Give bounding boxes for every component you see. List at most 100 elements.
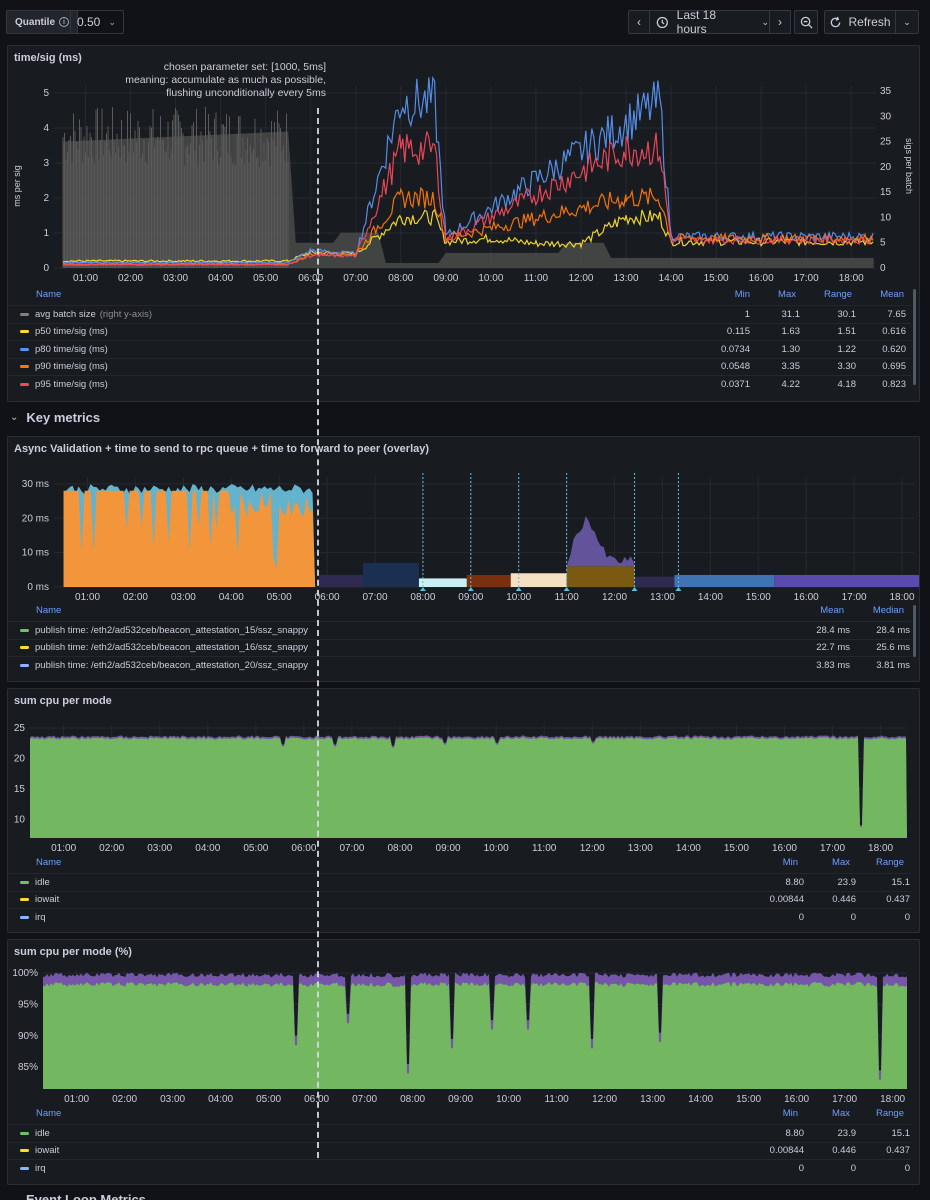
x-tick-label: 18:00 [880,1094,905,1105]
legend-header-min[interactable]: Min [734,289,750,300]
y-tick-label: 20 [14,754,26,765]
series-name[interactable]: avg batch size [35,308,96,320]
series-name[interactable]: irq [35,911,46,923]
legend-row[interactable]: p90 time/sig (ms) 0.0548 3.35 3.30 0.695 [8,357,911,375]
refresh-icon [831,16,841,27]
time-per-sig-chart: 01:00 02:00 03:00 04:00 05:00 06:00 07:00 08:00… [12,61,914,284]
legend-header-name[interactable]: Name [36,857,62,868]
legend-row[interactable]: p80 time/sig (ms) 0.0734 1.30 1.22 0.620 [8,340,911,357]
series-name[interactable]: p80 time/sig (ms) [35,343,108,355]
y-tick-label: 30 ms [22,479,49,490]
series-color-swatch[interactable] [20,646,29,649]
series-name[interactable]: p95 time/sig (ms) [35,378,108,390]
x-tick-label: 01:00 [51,843,76,854]
legend-value-median: 25.6 ms [876,642,910,653]
legend-scrollbar[interactable] [913,289,916,385]
legend-value-mean: 22.7 ms [816,642,850,653]
legend-header-max[interactable]: Max [778,289,796,300]
event-loop-metrics-row-header[interactable]: Event Loop Metrics [26,1192,146,1200]
series-name[interactable]: idle [35,876,50,888]
legend-row[interactable]: irq 0 0 0 [8,1159,911,1176]
refresh-button[interactable]: Refresh [824,10,896,34]
legend-header-mean[interactable]: Mean [820,605,844,616]
series-name[interactable]: publish time: /eth2/ad532ceb/beacon_atte… [35,659,309,671]
x-tick-label: 09:00 [436,843,461,854]
legend-header-median[interactable]: Median [872,605,904,616]
section-title: Key metrics [26,410,101,425]
series-color-swatch[interactable] [20,312,29,316]
series-name[interactable]: p50 time/sig (ms) [35,326,108,337]
legend-row[interactable]: publish time: /eth2/ad532ceb/beacon_atte… [8,656,911,673]
series-color-swatch[interactable] [20,628,29,632]
series-color-swatch[interactable] [20,330,29,333]
key-metrics-row-header[interactable]: ⌄ Key metrics [10,410,100,425]
legend-row[interactable]: iowait 0.00844 0.446 0.437 [8,890,911,908]
legend-header-name[interactable]: Name [36,289,62,300]
legend-value-mean: 0.620 [882,343,906,355]
series-color-swatch[interactable] [20,347,29,351]
legend-row[interactable]: idle 8.80 23.9 15.1 [8,873,911,890]
series-name[interactable]: iowait [35,894,60,905]
annotation-marker-triangle [515,587,522,591]
legend-header-min[interactable]: Min [782,857,798,868]
legend-row[interactable]: avg batch size (right y-axis) 1 31.1 30.1 7.… [8,305,911,322]
legend-header-name[interactable]: Name [36,605,62,616]
legend-row[interactable]: publish time: /eth2/ad532ceb/beacon_atte… [8,621,911,638]
x-tick-label: 04:00 [208,273,233,284]
series-name[interactable]: irq [35,1162,46,1174]
series-block-6 [634,576,675,587]
x-tick-label: 08:00 [388,273,413,284]
legend-header-max[interactable]: Max [832,857,850,868]
series-color-swatch[interactable] [20,1131,29,1135]
legend-header-mean[interactable]: Mean [880,289,904,300]
info-icon[interactable]: i [59,17,70,27]
series-color-swatch[interactable] [20,663,29,667]
series-name[interactable]: publish time: /eth2/ad532ceb/beacon_atte… [35,624,309,636]
series-color-swatch[interactable] [20,365,29,368]
legend-scrollbar[interactable] [913,605,916,657]
sum-cpu-percent-chart: 01:00 02:00 03:00 04:00 05:00 06:00 07:00 08:00… [12,968,907,1105]
time-range-picker[interactable]: Last 18 hours ⌄ [649,8,770,36]
series-color-swatch[interactable] [20,915,29,919]
sum-cpu-per-mode-panel: sum cpu per mode 01:00 02:00 03:00 04:00 05:… [7,688,920,933]
legend-row[interactable]: irq 0 0 0 [8,908,911,925]
series-axis-note: (right y-axis) [99,308,152,320]
legend-value-range: 0.437 [886,1145,910,1156]
legend-header-range[interactable]: Range [876,1108,904,1119]
legend-value-min: 0.115 [726,326,750,337]
legend-row[interactable]: idle 8.80 23.9 15.1 [8,1124,911,1141]
legend-row[interactable]: iowait 0.00844 0.446 0.437 [8,1141,911,1159]
legend-header-range[interactable]: Range [824,289,852,300]
x-tick-label: 01:00 [73,273,98,284]
time-shift-back-button[interactable]: ‹ [628,10,650,34]
legend-header-max[interactable]: Max [832,1108,850,1119]
series-color-swatch[interactable] [20,880,29,884]
quantile-select[interactable]: 0.50 ⌄ [70,10,124,34]
legend-header-range[interactable]: Range [876,857,904,868]
x-tick-label: 03:00 [163,273,188,284]
legend-row[interactable]: p50 time/sig (ms) 0.115 1.63 1.51 0.616 [8,322,911,340]
series-name[interactable]: iowait [35,1145,60,1156]
zoom-out-button[interactable] [794,10,818,34]
y-right-tick-label: 5 [880,238,886,249]
time-shift-forward-button[interactable]: › [769,10,791,34]
series-name[interactable]: p90 time/sig (ms) [35,361,108,372]
legend-value-max: 4.22 [781,378,801,390]
legend-row[interactable]: publish time: /eth2/ad532ceb/beacon_atte… [8,638,911,656]
series-color-swatch[interactable] [20,898,29,901]
series-name[interactable]: idle [35,1127,50,1139]
refresh-interval-dropdown[interactable]: ⌄ [895,10,919,34]
legend-header: Name Min Max Range [8,1108,919,1124]
x-tick-label: 15:00 [704,273,729,284]
series-color-swatch[interactable] [20,382,29,386]
series-color-swatch[interactable] [20,1149,29,1152]
legend-header-min[interactable]: Min [782,1108,798,1119]
panel1-legend: Name Min Max Range Mean avg batch size (… [8,287,919,401]
legend-value-range: 15.1 [891,876,911,888]
legend-header-name[interactable]: Name [36,1108,62,1119]
x-tick-label: 08:00 [388,843,413,854]
series-block-7 [674,574,775,587]
series-color-swatch[interactable] [20,1166,29,1170]
legend-row[interactable]: p95 time/sig (ms) 0.0371 4.22 4.18 0.823 [8,375,911,392]
series-name[interactable]: publish time: /eth2/ad532ceb/beacon_atte… [35,642,309,653]
